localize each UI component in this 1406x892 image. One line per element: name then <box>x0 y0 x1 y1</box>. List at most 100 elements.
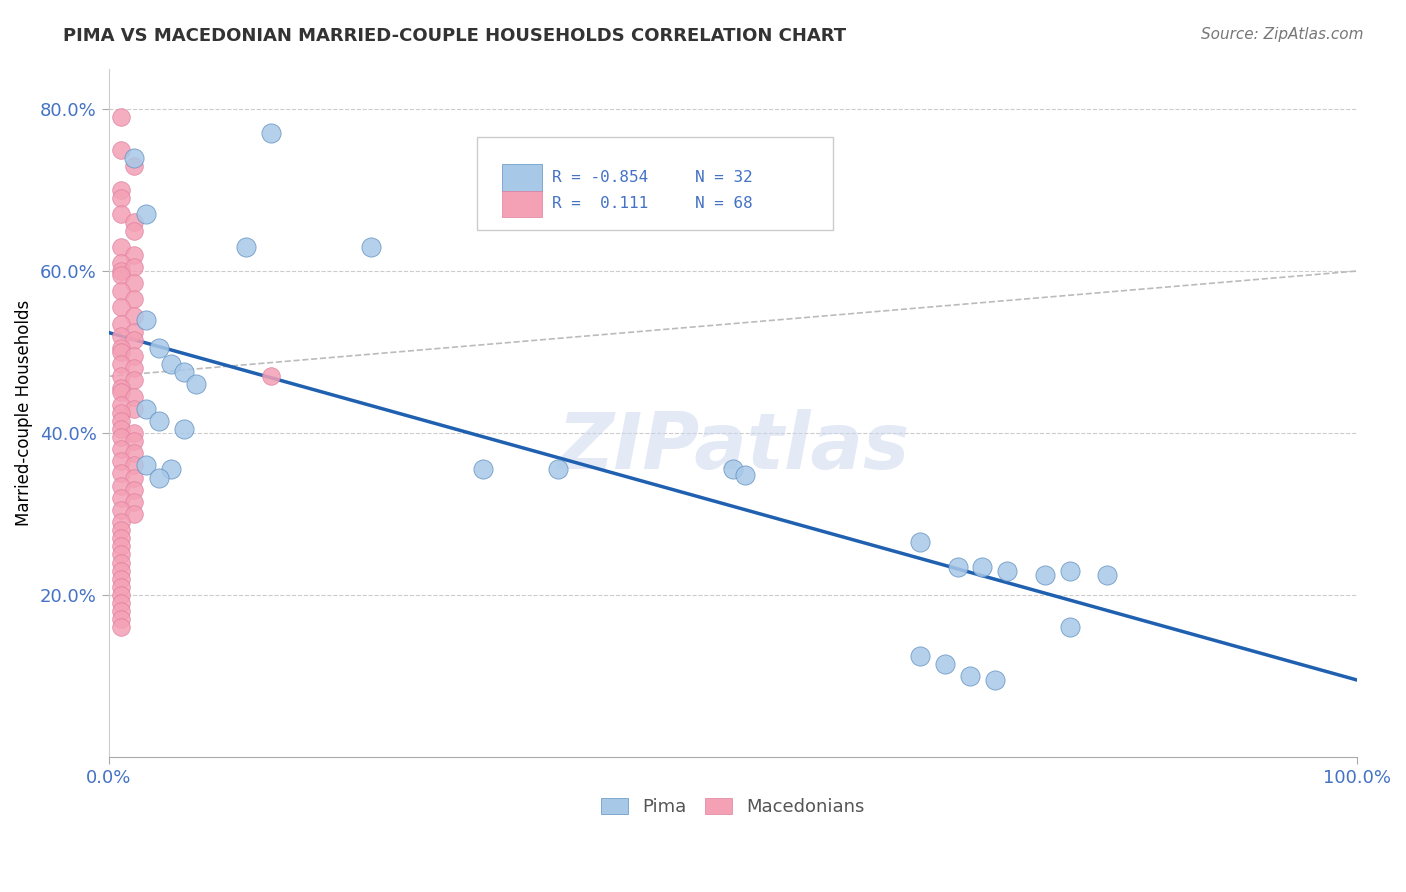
Point <box>110 604 132 618</box>
Point <box>110 369 132 384</box>
Point <box>122 309 145 323</box>
Point <box>110 580 132 594</box>
Point <box>160 462 183 476</box>
Point <box>110 556 132 570</box>
Point <box>110 285 132 299</box>
Point <box>959 669 981 683</box>
Point <box>110 406 132 420</box>
Point <box>122 151 145 165</box>
Point <box>122 349 145 363</box>
Point <box>122 333 145 347</box>
Point <box>908 648 931 663</box>
Point <box>148 414 170 428</box>
FancyBboxPatch shape <box>502 164 541 191</box>
Point <box>110 572 132 586</box>
Point <box>122 507 145 521</box>
Point <box>110 430 132 444</box>
Point <box>110 301 132 315</box>
Text: N = 32: N = 32 <box>696 170 754 185</box>
Point <box>122 260 145 274</box>
Point <box>997 564 1019 578</box>
Point <box>734 468 756 483</box>
Point <box>110 564 132 578</box>
Point <box>260 126 283 140</box>
Point <box>110 328 132 343</box>
Point <box>972 559 994 574</box>
Point <box>547 462 569 476</box>
Point <box>235 240 257 254</box>
Point <box>110 381 132 395</box>
Point <box>184 377 207 392</box>
Point <box>110 385 132 400</box>
FancyBboxPatch shape <box>477 137 832 230</box>
Point <box>122 446 145 460</box>
Point <box>122 458 145 473</box>
Text: N = 68: N = 68 <box>696 196 754 211</box>
Point <box>122 361 145 376</box>
Point <box>110 414 132 428</box>
Point <box>122 276 145 290</box>
Point <box>110 491 132 505</box>
Point <box>110 422 132 436</box>
Text: Source: ZipAtlas.com: Source: ZipAtlas.com <box>1201 27 1364 42</box>
Point <box>135 312 157 326</box>
Point <box>122 223 145 237</box>
Point <box>135 401 157 416</box>
Point <box>110 442 132 457</box>
Point <box>135 458 157 473</box>
Text: PIMA VS MACEDONIAN MARRIED-COUPLE HOUSEHOLDS CORRELATION CHART: PIMA VS MACEDONIAN MARRIED-COUPLE HOUSEH… <box>63 27 846 45</box>
Point <box>122 159 145 173</box>
Point <box>110 548 132 562</box>
Point <box>173 365 195 379</box>
Point <box>110 620 132 634</box>
Point <box>1097 567 1119 582</box>
Point <box>110 345 132 359</box>
Point <box>148 470 170 484</box>
Point <box>360 240 382 254</box>
Point <box>1033 567 1056 582</box>
Point <box>110 191 132 205</box>
Point <box>110 596 132 610</box>
Point <box>110 341 132 355</box>
Point <box>721 462 744 476</box>
Point <box>110 268 132 282</box>
Point <box>122 215 145 229</box>
Point <box>110 531 132 545</box>
Point <box>122 401 145 416</box>
Point <box>110 317 132 331</box>
Point <box>110 503 132 517</box>
Point <box>110 454 132 468</box>
Point <box>122 495 145 509</box>
Point <box>110 523 132 537</box>
Point <box>110 256 132 270</box>
Point <box>122 325 145 339</box>
Point <box>260 369 283 384</box>
Point <box>122 434 145 448</box>
Point <box>135 207 157 221</box>
Y-axis label: Married-couple Households: Married-couple Households <box>15 300 32 526</box>
Point <box>122 425 145 440</box>
Legend: Pima, Macedonians: Pima, Macedonians <box>593 791 872 823</box>
Point <box>110 612 132 626</box>
Point <box>110 183 132 197</box>
Point <box>110 467 132 481</box>
Point <box>984 673 1007 687</box>
FancyBboxPatch shape <box>502 191 541 217</box>
Point <box>122 483 145 497</box>
Text: R =  0.111: R = 0.111 <box>551 196 648 211</box>
Point <box>122 390 145 404</box>
Point <box>110 515 132 529</box>
Point <box>110 588 132 602</box>
Point <box>1059 620 1081 634</box>
Point <box>110 478 132 492</box>
Point <box>122 373 145 387</box>
Point <box>122 470 145 484</box>
Point <box>110 398 132 412</box>
Point <box>110 540 132 554</box>
Point <box>472 462 495 476</box>
Point <box>122 248 145 262</box>
Point <box>122 293 145 307</box>
Point <box>110 110 132 124</box>
Point <box>1059 564 1081 578</box>
Text: ZIPatlas: ZIPatlas <box>557 409 908 485</box>
